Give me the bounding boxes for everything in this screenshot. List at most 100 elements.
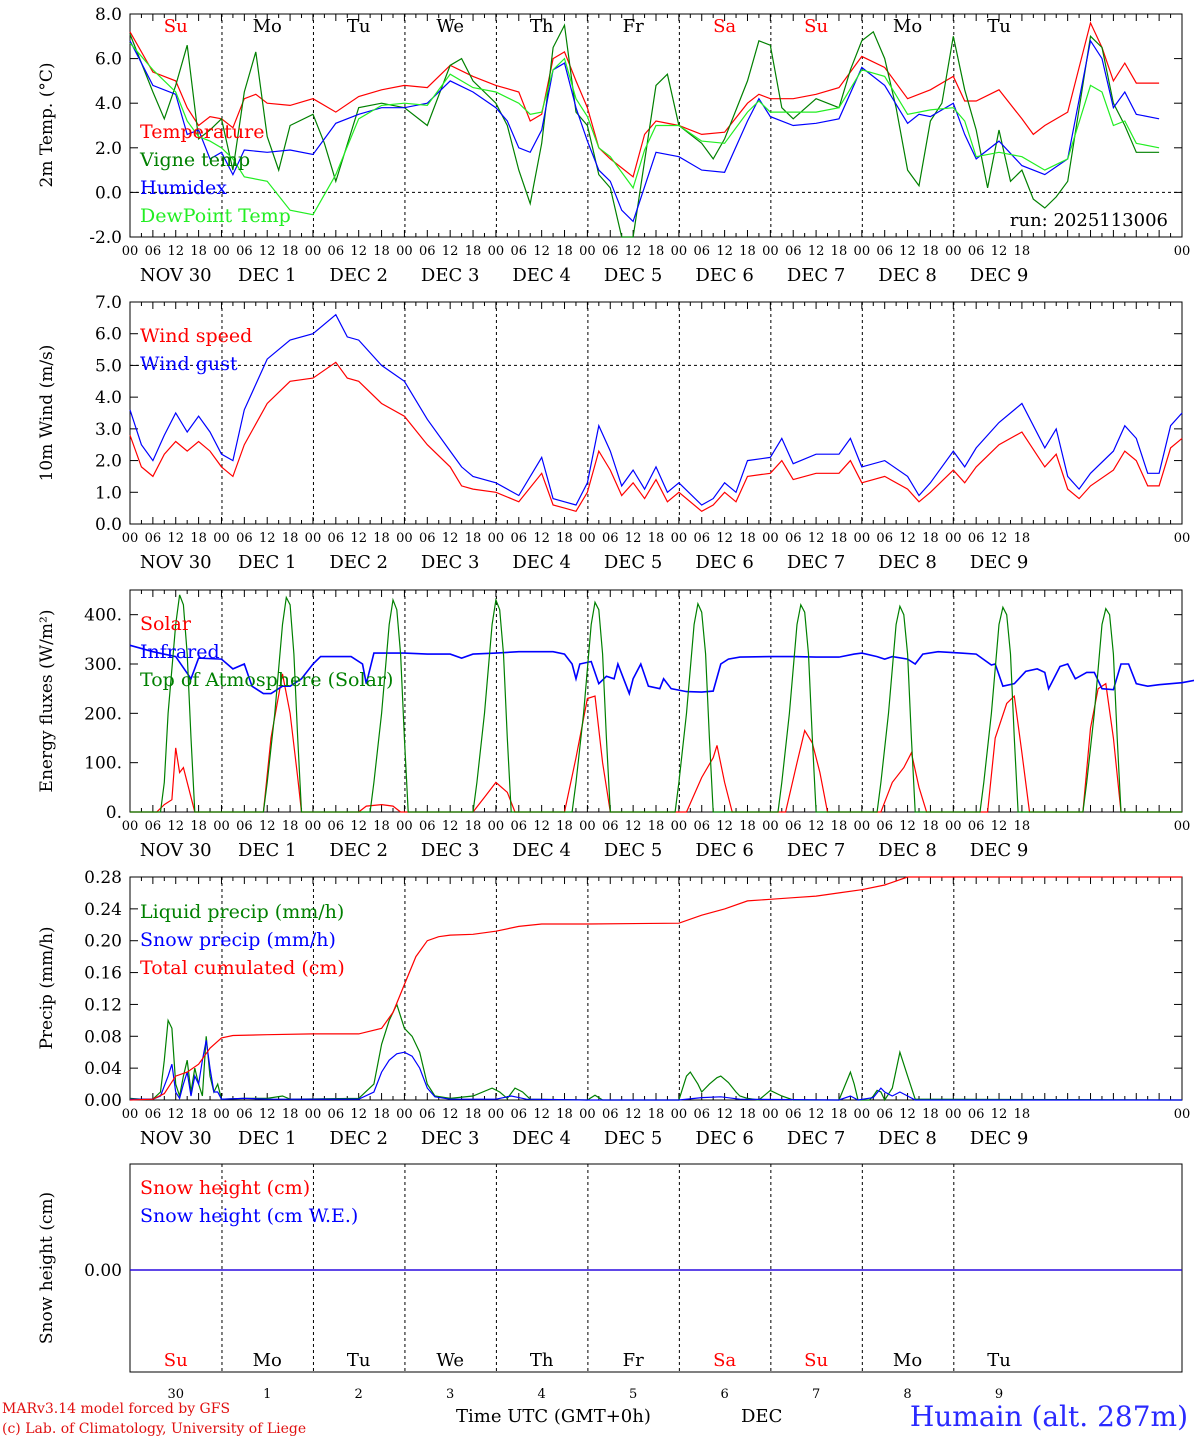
- hour-tick-label: 06: [693, 531, 710, 546]
- y-tick-label: 2.0: [95, 452, 122, 472]
- date-label: NOV 30: [140, 265, 212, 286]
- hour-tick-label: 18: [1014, 531, 1031, 546]
- hour-tick-label: 00: [305, 531, 322, 546]
- legend-entry: Humidex: [140, 177, 227, 199]
- hour-tick-label: 18: [556, 244, 573, 259]
- plot-frame: [129, 301, 1183, 525]
- day-number-label: 4: [538, 1387, 546, 1402]
- weekday-label: Fr: [623, 1350, 644, 1371]
- date-label: NOV 30: [140, 552, 212, 573]
- weekday-label: Su: [164, 16, 188, 37]
- time-axis-label: Time UTC (GMT+0h): [456, 1406, 651, 1427]
- hour-tick-label: 06: [419, 531, 436, 546]
- hour-tick-label: 12: [991, 1107, 1008, 1122]
- legend-entry: DewPoint Temp: [140, 205, 291, 227]
- date-label: DEC 2: [329, 840, 388, 861]
- hour-tick-label: 18: [831, 244, 848, 259]
- hour-tick-label: 00: [396, 819, 413, 834]
- series-line-3: [130, 594, 1182, 813]
- y-tick-label: 8.0: [95, 5, 122, 25]
- hour-tick-label: 06: [693, 819, 710, 834]
- hour-tick-label: 00: [945, 244, 962, 259]
- hour-tick-label: 12: [899, 531, 916, 546]
- hour-tick-label: 06: [785, 1107, 802, 1122]
- hour-tick-label: 18: [831, 531, 848, 546]
- date-label: DEC 3: [421, 552, 480, 573]
- series-line-3: [129, 39, 1160, 223]
- hour-tick-label: 18: [1014, 244, 1031, 259]
- hour-tick-label: 00: [854, 531, 871, 546]
- hour-tick-label: 12: [259, 244, 276, 259]
- hour-tick-label: 06: [511, 531, 528, 546]
- date-label: DEC 2: [329, 265, 388, 286]
- hour-tick-label: 00: [854, 244, 871, 259]
- weekday-label: Tu: [987, 1350, 1011, 1371]
- y-tick-label: 0.00: [84, 1261, 122, 1281]
- date-label: DEC 5: [604, 552, 663, 573]
- hour-tick-label: 00: [945, 819, 962, 834]
- hour-tick-label: 06: [602, 531, 619, 546]
- y-axis-label: 10m Wind (m/s): [37, 345, 57, 482]
- hour-tick-label: 18: [556, 1107, 573, 1122]
- hour-tick-label: 00: [1174, 819, 1191, 834]
- hour-tick-label: 18: [922, 819, 939, 834]
- hour-tick-label: 06: [419, 1107, 436, 1122]
- date-label: DEC 6: [695, 840, 754, 861]
- hour-tick-label: 12: [167, 244, 184, 259]
- date-label: DEC 8: [878, 840, 937, 861]
- legend-entry: Temperature: [140, 121, 264, 143]
- hour-tick-label: 18: [922, 244, 939, 259]
- hour-tick-label: 00: [945, 531, 962, 546]
- day-number-label: 7: [812, 1387, 820, 1402]
- hour-tick-label: 12: [899, 1107, 916, 1122]
- y-tick-label: 0.16: [84, 964, 122, 984]
- y-tick-label: 6.0: [95, 50, 122, 70]
- series-line-1: [129, 1002, 1183, 1102]
- date-label: DEC 5: [604, 840, 663, 861]
- hour-tick-label: 12: [167, 1107, 184, 1122]
- hour-tick-label: 18: [739, 244, 756, 259]
- hour-tick-label: 18: [190, 1107, 207, 1122]
- hour-tick-label: 00: [213, 1107, 230, 1122]
- date-label: DEC 8: [878, 1128, 937, 1149]
- hour-tick-label: 18: [465, 244, 482, 259]
- hour-tick-label: 00: [762, 819, 779, 834]
- hour-tick-label: 12: [167, 531, 184, 546]
- hour-tick-label: 12: [808, 819, 825, 834]
- hour-tick-label: 06: [511, 1107, 528, 1122]
- hour-tick-label: 06: [876, 1107, 893, 1122]
- weekday-label: Su: [164, 1350, 188, 1371]
- series-line-1: [129, 361, 1183, 513]
- legend-entry: Snow height (cm): [140, 1177, 310, 1199]
- date-label: DEC 3: [421, 1128, 480, 1149]
- weekday-label: Mo: [253, 1350, 282, 1371]
- weekday-label: Sa: [713, 1350, 736, 1371]
- hour-tick-label: 06: [236, 1107, 253, 1122]
- weekday-label: Tu: [347, 16, 371, 37]
- legend-entry: Snow precip (mm/h): [140, 929, 336, 951]
- date-label: DEC 8: [878, 552, 937, 573]
- hour-tick-label: 00: [671, 819, 688, 834]
- y-tick-label: 0.0: [95, 183, 122, 203]
- hour-tick-label: 12: [899, 819, 916, 834]
- hour-tick-label: 06: [602, 244, 619, 259]
- hour-tick-label: 06: [693, 244, 710, 259]
- date-label: DEC 1: [238, 1128, 297, 1149]
- hour-tick-label: 06: [876, 531, 893, 546]
- hour-tick-label: 12: [808, 1107, 825, 1122]
- hour-tick-label: 00: [854, 819, 871, 834]
- hour-tick-label: 00: [488, 531, 505, 546]
- hour-tick-label: 18: [739, 1107, 756, 1122]
- hour-tick-label: 18: [648, 531, 665, 546]
- hour-tick-label: 18: [556, 531, 573, 546]
- hour-tick-label: 12: [442, 531, 459, 546]
- hour-tick-label: 00: [396, 244, 413, 259]
- hour-tick-label: 06: [328, 531, 345, 546]
- hour-tick-label: 00: [762, 1107, 779, 1122]
- hour-tick-label: 12: [625, 819, 642, 834]
- hour-tick-label: 12: [533, 531, 550, 546]
- y-tick-label: 100.: [84, 754, 122, 774]
- hour-tick-label: 12: [991, 531, 1008, 546]
- hour-tick-label: 06: [968, 531, 985, 546]
